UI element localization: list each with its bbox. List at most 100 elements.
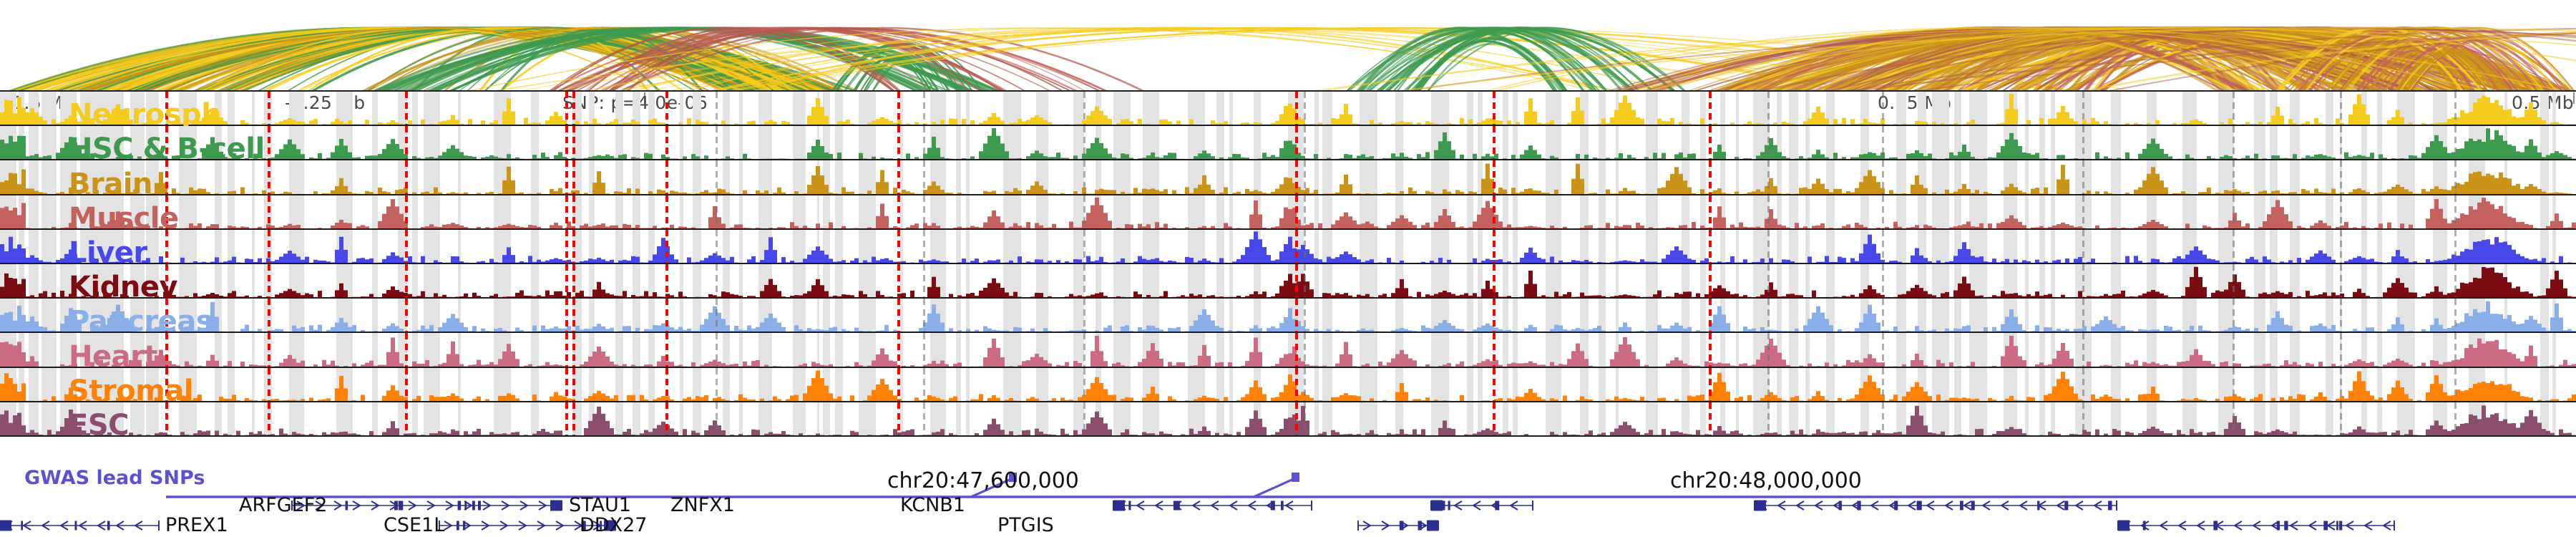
reference-marker-line bbox=[2340, 126, 2342, 161]
regulatory-band bbox=[1805, 160, 1810, 195]
regulatory-band bbox=[2111, 263, 2121, 299]
snp-marker-line bbox=[665, 402, 668, 437]
reference-marker-line bbox=[1767, 229, 1770, 264]
regulatory-band bbox=[179, 160, 197, 195]
regulatory-band bbox=[1546, 126, 1561, 161]
regulatory-band bbox=[930, 195, 946, 230]
regulatory-band bbox=[1513, 229, 1518, 264]
regulatory-band bbox=[1003, 333, 1021, 368]
regulatory-band bbox=[531, 333, 539, 368]
snp-marker-line bbox=[565, 160, 568, 195]
regulatory-band bbox=[615, 333, 623, 368]
regulatory-band bbox=[1216, 333, 1224, 368]
regulatory-band bbox=[1918, 126, 1926, 161]
reference-marker-line bbox=[716, 333, 718, 368]
gene-strand-chevron bbox=[1362, 521, 1372, 531]
reference-marker-line bbox=[1304, 92, 1306, 127]
regulatory-band bbox=[1395, 367, 1403, 402]
gwas-snp-marker[interactable] bbox=[1292, 473, 1299, 482]
regulatory-band bbox=[2433, 229, 2447, 264]
regulatory-band bbox=[1682, 92, 1689, 127]
gwas-snp-marker[interactable] bbox=[1009, 473, 1017, 482]
regulatory-band bbox=[1599, 333, 1606, 368]
regulatory-band bbox=[2326, 160, 2333, 195]
reference-marker-line bbox=[2082, 299, 2084, 334]
regulatory-band bbox=[1954, 299, 1961, 334]
gene-exon bbox=[107, 521, 110, 531]
gene-strand-chevron bbox=[296, 500, 306, 511]
reference-marker-line bbox=[923, 402, 925, 437]
regulatory-band bbox=[966, 126, 970, 161]
regulatory-band bbox=[1513, 126, 1518, 161]
regulatory-band bbox=[1216, 263, 1224, 299]
regulatory-band bbox=[412, 333, 418, 368]
regulatory-band bbox=[1599, 92, 1606, 127]
regulatory-band bbox=[69, 367, 77, 402]
regulatory-band bbox=[1073, 333, 1084, 368]
snp-marker-line bbox=[1709, 160, 1712, 195]
regulatory-band bbox=[1700, 160, 1706, 195]
gene-strand-chevron bbox=[78, 521, 87, 531]
signal-track-stromal[interactable]: Stromal bbox=[0, 367, 2576, 402]
regulatory-band bbox=[1646, 160, 1658, 195]
regulatory-band bbox=[723, 367, 730, 402]
gene-label-prex1[interactable]: PREX1 bbox=[165, 514, 228, 536]
regulatory-band bbox=[179, 195, 197, 230]
regulatory-band bbox=[2051, 195, 2055, 230]
gene-label-cse1l[interactable]: CSE1L bbox=[384, 514, 445, 536]
regulatory-band bbox=[1395, 195, 1403, 230]
reference-marker-line bbox=[923, 299, 925, 334]
regulatory-band bbox=[1431, 333, 1449, 368]
coordinate-ruler bbox=[0, 90, 2576, 92]
regulatory-band bbox=[1322, 160, 1332, 195]
gene-label-kcnb1[interactable]: KCNB1 bbox=[900, 494, 965, 516]
regulatory-band bbox=[2552, 195, 2556, 230]
regulatory-band bbox=[1826, 333, 1835, 368]
gene-label-znfx1[interactable]: ZNFX1 bbox=[670, 494, 735, 516]
snp-marker-line bbox=[572, 160, 575, 195]
gene-strand-chevron bbox=[1981, 500, 1991, 511]
regulatory-band bbox=[2025, 195, 2029, 230]
gwas-lead-snps-track[interactable]: GWAS lead SNPs bbox=[0, 467, 2576, 505]
regulatory-band bbox=[29, 195, 33, 230]
regulatory-band bbox=[589, 229, 595, 264]
regulatory-band bbox=[1736, 333, 1739, 368]
regulatory-band bbox=[424, 299, 440, 334]
signal-track-kidney[interactable]: Kidney bbox=[0, 263, 2576, 299]
gene-strand-chevron bbox=[482, 500, 492, 511]
signal-track-neurosph[interactable]: Neurosph bbox=[0, 92, 2576, 127]
regulatory-band bbox=[2326, 195, 2333, 230]
regulatory-band bbox=[1805, 263, 1810, 299]
regulatory-band bbox=[494, 402, 511, 437]
signal-track-muscle[interactable]: Muscle bbox=[0, 195, 2576, 230]
gene-label-arfgef2[interactable]: ARFGEF2 bbox=[239, 494, 328, 516]
regulatory-band bbox=[1314, 126, 1319, 161]
signal-track-pancreas[interactable]: Pancreas bbox=[0, 299, 2576, 334]
regulatory-band bbox=[2361, 229, 2367, 264]
signal-track-brain[interactable]: Brain bbox=[0, 160, 2576, 195]
regulatory-band bbox=[693, 126, 701, 161]
signal-track-liver[interactable]: Liver bbox=[0, 229, 2576, 264]
gene-label-ptgis[interactable]: PTGIS bbox=[997, 514, 1054, 536]
reference-marker-line bbox=[1882, 229, 1884, 264]
regulatory-band bbox=[2218, 126, 2234, 161]
regulatory-band bbox=[1395, 229, 1403, 264]
regulatory-band bbox=[1360, 299, 1377, 334]
regulatory-band bbox=[2361, 263, 2367, 299]
snp-marker-line bbox=[897, 263, 900, 299]
gene-label-ddx27[interactable]: DDX27 bbox=[580, 514, 648, 536]
signal-track-esc[interactable]: ESC bbox=[0, 402, 2576, 437]
track-label-esc: ESC bbox=[69, 408, 130, 437]
regulatory-band bbox=[1896, 367, 1906, 402]
gene-exon bbox=[1113, 500, 1125, 511]
signal-track-hsc-b-cell[interactable]: HSC & B-cell bbox=[0, 126, 2576, 161]
loop-arc bbox=[2079, 31, 2576, 92]
regulatory-band bbox=[2290, 263, 2300, 299]
regulatory-band bbox=[1777, 229, 1782, 264]
track-baseline bbox=[0, 228, 2576, 230]
gene-label-stau1[interactable]: STAU1 bbox=[569, 494, 631, 516]
signal-track-heart[interactable]: Heart bbox=[0, 333, 2576, 368]
regulatory-band bbox=[633, 160, 640, 195]
regulatory-band bbox=[1188, 195, 1205, 230]
regulatory-band bbox=[1503, 229, 1508, 264]
